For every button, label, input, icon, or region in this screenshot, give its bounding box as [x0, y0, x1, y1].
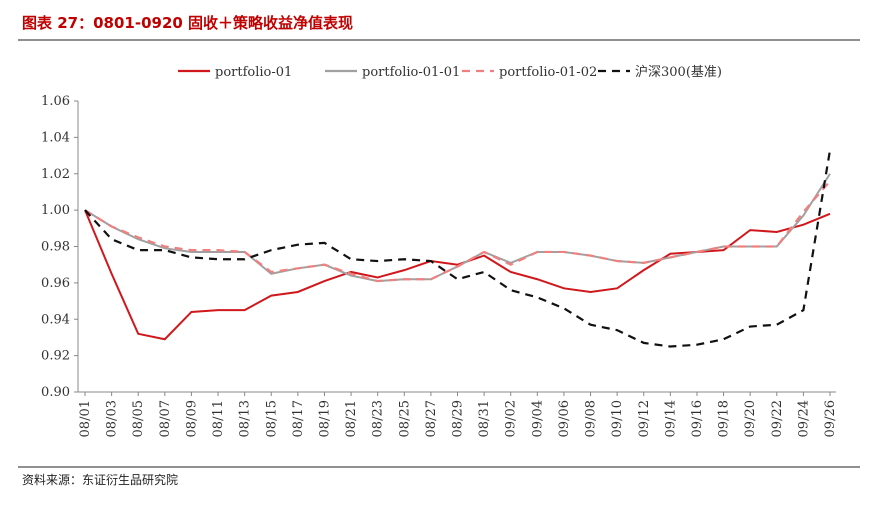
x-tick-label: 08/23 [371, 400, 386, 437]
x-tick-label: 09/06 [557, 400, 572, 437]
x-tick-label: 09/10 [610, 400, 625, 437]
legend-label: portfolio-01 [215, 65, 292, 80]
y-tick-label: 1.00 [41, 203, 70, 218]
legend-item: 沪深300(基准) [598, 64, 722, 80]
legend-item: portfolio-01-02 [462, 65, 597, 80]
y-tick-label: 0.98 [41, 240, 70, 255]
x-tick-label: 09/22 [770, 400, 785, 437]
x-tick-label: 08/27 [424, 400, 439, 437]
source: 资料来源：东证衍生品研究院 [22, 472, 178, 487]
legend-label: portfolio-01-01 [362, 65, 460, 80]
legend-label: 沪深300(基准) [635, 64, 722, 80]
x-tick-label: 09/04 [530, 400, 545, 437]
x-tick-label: 09/20 [743, 400, 758, 437]
x-tick-label: 09/08 [584, 400, 599, 437]
x-tick-label: 08/03 [105, 400, 120, 437]
series-line [84, 149, 832, 348]
x-tick-label: 08/11 [211, 400, 226, 437]
y-tick-label: 1.02 [41, 167, 70, 182]
legend-label: portfolio-01-02 [499, 65, 597, 80]
x-tick-label: 08/21 [344, 400, 359, 437]
x-tick-label: 08/29 [451, 400, 466, 437]
x-tick-label: 08/13 [238, 400, 253, 437]
x-tick-label: 09/24 [796, 400, 811, 437]
series-line [84, 180, 831, 283]
series-line [84, 209, 831, 341]
y-tick-label: 0.94 [41, 312, 70, 327]
x-tick-label: 09/18 [717, 400, 732, 437]
x-tick-label: 09/14 [663, 400, 678, 437]
legend-item: portfolio-01-01 [325, 65, 460, 80]
x-tick-label: 08/05 [131, 400, 146, 437]
x-tick-label: 08/17 [291, 400, 306, 437]
x-tick-label: 09/26 [823, 400, 838, 437]
x-tick-label: 08/19 [317, 400, 332, 437]
chart-title: 图表 27：0801-0920 固收＋策略收益净值表现 [22, 14, 353, 32]
x-tick-label: 08/09 [184, 400, 199, 437]
y-tick-label: 1.06 [41, 94, 70, 109]
x-tick-label: 08/07 [158, 400, 173, 437]
y-tick-label: 0.96 [41, 276, 70, 291]
x-tick-label: 08/01 [78, 400, 93, 437]
y-tick-label: 0.90 [41, 385, 70, 400]
x-tick-label: 09/12 [637, 400, 652, 437]
y-tick-label: 0.92 [41, 349, 70, 364]
x-tick-label: 09/16 [690, 400, 705, 437]
y-tick-label: 1.04 [41, 130, 70, 145]
x-tick-label: 09/02 [504, 400, 519, 437]
x-tick-label: 08/31 [477, 400, 492, 437]
x-tick-label: 08/15 [264, 400, 279, 437]
legend-item: portfolio-01 [178, 65, 292, 80]
x-tick-label: 08/25 [397, 400, 412, 437]
